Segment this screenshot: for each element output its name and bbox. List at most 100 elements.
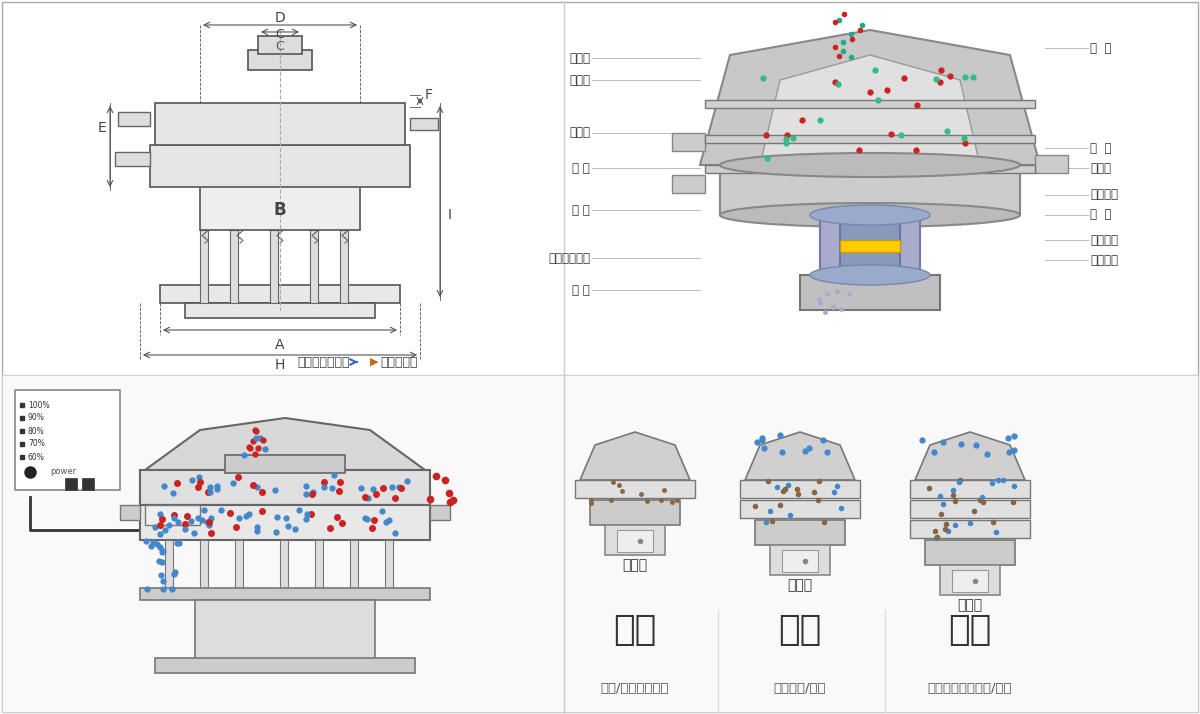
Bar [840, 240, 900, 252]
Bar [140, 470, 430, 505]
Bar [230, 230, 238, 303]
Text: 弹 簧: 弹 簧 [572, 203, 590, 216]
Bar [925, 540, 1015, 565]
Bar [672, 175, 706, 193]
Text: H: H [275, 358, 286, 372]
Bar [140, 588, 430, 600]
Bar [226, 455, 346, 473]
Text: 三层式: 三层式 [787, 578, 812, 592]
Ellipse shape [720, 203, 1020, 227]
Text: power: power [50, 468, 76, 476]
Bar [672, 133, 706, 151]
Text: E: E [97, 121, 107, 135]
Bar [410, 118, 438, 130]
Bar [115, 152, 150, 166]
Bar [575, 480, 695, 498]
Bar [258, 36, 302, 54]
Text: 过滤: 过滤 [779, 613, 822, 647]
Polygon shape [745, 432, 854, 480]
Text: 90%: 90% [28, 413, 44, 423]
Bar [160, 285, 400, 303]
Bar [166, 540, 173, 590]
Bar [155, 103, 406, 145]
Text: 出料口: 出料口 [569, 126, 590, 139]
Bar [740, 480, 860, 498]
Bar [770, 545, 830, 575]
Text: 筛  盘: 筛 盘 [1090, 208, 1111, 221]
Bar [150, 145, 410, 187]
Bar [385, 540, 394, 590]
Bar [782, 550, 818, 572]
Text: 外形尺寸示意图: 外形尺寸示意图 [298, 356, 350, 368]
Bar [194, 600, 374, 660]
Bar [310, 230, 318, 303]
Bar [118, 112, 150, 126]
Bar [140, 505, 430, 540]
Text: 下部重锤: 下部重锤 [1090, 253, 1118, 266]
Bar [755, 520, 845, 545]
Text: I: I [448, 208, 452, 222]
Text: 网  架: 网 架 [1090, 141, 1111, 154]
Text: 运输固定螺栓: 运输固定螺栓 [548, 251, 590, 264]
Bar [235, 540, 242, 590]
Text: 结构示意图: 结构示意图 [380, 356, 418, 368]
Bar [706, 135, 1034, 143]
Polygon shape [580, 432, 690, 480]
Text: 防尘盖: 防尘盖 [569, 74, 590, 86]
Text: 颗粒/粉末准确分级: 颗粒/粉末准确分级 [601, 681, 670, 695]
Ellipse shape [810, 205, 930, 225]
Text: 60%: 60% [28, 453, 44, 461]
Polygon shape [200, 65, 360, 103]
Bar [706, 100, 1034, 108]
Text: 100%: 100% [28, 401, 49, 410]
Ellipse shape [720, 153, 1020, 177]
Bar [1034, 155, 1068, 173]
Text: 束 环: 束 环 [572, 161, 590, 174]
Polygon shape [145, 418, 425, 470]
Bar [605, 525, 665, 555]
Polygon shape [760, 55, 980, 165]
Bar [340, 230, 348, 303]
Polygon shape [916, 432, 1025, 480]
Bar [720, 165, 1020, 215]
Text: C: C [276, 39, 284, 53]
Ellipse shape [810, 265, 930, 285]
Bar [120, 505, 140, 520]
Bar [270, 230, 278, 303]
Bar [200, 185, 360, 230]
Text: 振动电机: 振动电机 [1090, 233, 1118, 246]
Bar [840, 215, 900, 275]
Bar [145, 505, 200, 525]
Bar [820, 215, 920, 275]
Text: 去除液体中的颗粒/异物: 去除液体中的颗粒/异物 [928, 681, 1013, 695]
Bar [200, 230, 208, 303]
Bar [2, 375, 1198, 712]
Text: A: A [275, 338, 284, 352]
Bar [590, 500, 680, 525]
Bar [314, 540, 323, 590]
Text: D: D [275, 11, 286, 25]
Bar [155, 658, 415, 673]
Text: 机 座: 机 座 [572, 283, 590, 296]
Text: 去除异物/结块: 去除异物/结块 [774, 681, 827, 695]
Text: 除杂: 除杂 [948, 613, 991, 647]
Bar [740, 500, 860, 518]
Text: 加重块: 加重块 [1090, 161, 1111, 174]
Text: 双层式: 双层式 [958, 598, 983, 612]
Bar [185, 303, 374, 318]
Bar [430, 505, 450, 520]
Text: 70%: 70% [28, 440, 44, 448]
Text: 上部重锤: 上部重锤 [1090, 188, 1118, 201]
Text: 进料口: 进料口 [569, 51, 590, 64]
Bar [952, 570, 988, 592]
Bar [200, 540, 208, 590]
Text: 80%: 80% [28, 426, 44, 436]
Bar [617, 530, 653, 552]
Text: 单层式: 单层式 [623, 558, 648, 572]
Bar [14, 390, 120, 490]
Bar [280, 540, 288, 590]
Bar [65, 478, 77, 490]
Text: 筛  网: 筛 网 [1090, 41, 1111, 54]
Text: F: F [425, 88, 433, 102]
Text: B: B [274, 201, 287, 219]
